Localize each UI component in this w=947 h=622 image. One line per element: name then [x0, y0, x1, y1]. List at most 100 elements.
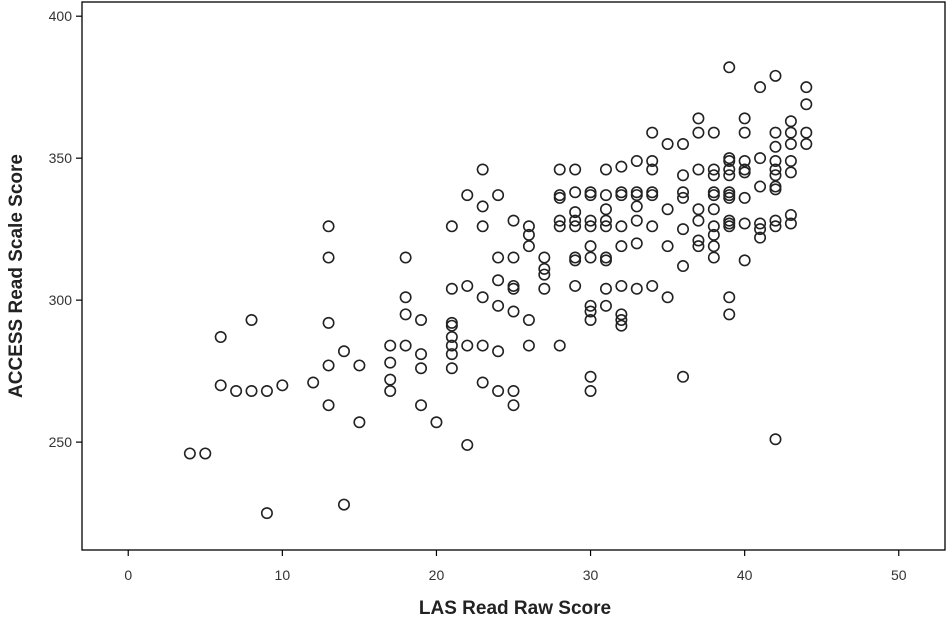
data-point [754, 223, 767, 236]
data-point [692, 203, 705, 216]
data-point [445, 319, 458, 332]
data-point [707, 189, 720, 202]
data-point [784, 126, 797, 139]
data-point [507, 305, 520, 318]
data-point [415, 362, 428, 375]
data-point [399, 308, 412, 321]
data-point [784, 137, 797, 150]
data-point [538, 268, 551, 281]
data-points [183, 61, 813, 520]
data-point [569, 220, 582, 233]
data-point [492, 345, 505, 358]
data-point [599, 254, 612, 267]
data-point [445, 220, 458, 233]
data-point [677, 370, 690, 383]
data-point [353, 416, 366, 429]
data-point [615, 319, 628, 332]
data-point [415, 348, 428, 361]
data-point [507, 282, 520, 295]
data-point [615, 308, 628, 321]
data-point [769, 69, 782, 82]
data-point [599, 299, 612, 312]
data-point [646, 279, 659, 292]
data-point [692, 234, 705, 247]
data-point [569, 206, 582, 219]
data-point [445, 331, 458, 344]
data-point [569, 163, 582, 176]
data-point [677, 191, 690, 204]
data-point [430, 416, 443, 429]
x-axis: 0 10 20 30 40 50 [124, 550, 907, 583]
data-point [769, 169, 782, 182]
data-point [553, 220, 566, 233]
data-point [738, 112, 751, 125]
data-point [630, 214, 643, 227]
data-point [800, 137, 813, 150]
data-point [707, 126, 720, 139]
data-point [476, 339, 489, 352]
data-point [677, 223, 690, 236]
data-point [461, 189, 474, 202]
data-point [800, 126, 813, 139]
data-point [646, 126, 659, 139]
data-point [707, 203, 720, 216]
data-point [754, 217, 767, 230]
data-point [615, 279, 628, 292]
data-point [476, 376, 489, 389]
data-point [492, 274, 505, 287]
data-point [538, 262, 551, 275]
data-point [522, 314, 535, 327]
data-point [599, 220, 612, 233]
data-point [584, 220, 597, 233]
data-point [569, 279, 582, 292]
data-point [769, 183, 782, 196]
data-point [661, 203, 674, 216]
data-point [461, 438, 474, 451]
data-point [769, 214, 782, 227]
data-point [692, 112, 705, 125]
data-point [384, 339, 397, 352]
data-point [615, 220, 628, 233]
data-point [384, 384, 397, 397]
data-point [353, 359, 366, 372]
data-point [615, 314, 628, 327]
data-point [553, 339, 566, 352]
data-point [569, 214, 582, 227]
x-tick-label: 20 [429, 567, 445, 583]
data-point [599, 282, 612, 295]
x-tick-label: 50 [891, 567, 907, 583]
y-axis: 250 300 350 400 [49, 8, 82, 450]
data-point [646, 189, 659, 202]
data-point [214, 379, 227, 392]
data-point [584, 314, 597, 327]
data-point [784, 155, 797, 168]
data-point [723, 163, 736, 176]
data-point [707, 220, 720, 233]
data-point [769, 163, 782, 176]
data-point [415, 399, 428, 412]
data-point [769, 220, 782, 233]
data-point [507, 384, 520, 397]
data-point [584, 305, 597, 318]
data-point [337, 345, 350, 358]
data-point [769, 126, 782, 139]
data-point [723, 61, 736, 74]
data-point [599, 189, 612, 202]
data-point [769, 140, 782, 153]
data-point [661, 240, 674, 253]
data-point [707, 240, 720, 253]
data-point [584, 189, 597, 202]
data-point [661, 291, 674, 304]
y-tick-label: 400 [49, 8, 73, 24]
data-point [707, 228, 720, 241]
data-point [245, 314, 258, 327]
data-point [599, 203, 612, 216]
data-point [738, 217, 751, 230]
data-point [461, 279, 474, 292]
data-point [630, 282, 643, 295]
data-point [784, 166, 797, 179]
data-point [723, 308, 736, 321]
data-point [677, 260, 690, 273]
data-point [322, 220, 335, 233]
